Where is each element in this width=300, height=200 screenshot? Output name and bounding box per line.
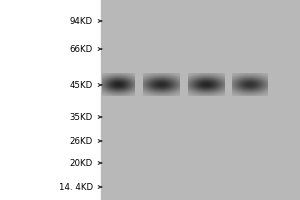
Text: 26KD: 26KD: [70, 136, 93, 146]
Text: 45KD: 45KD: [70, 81, 93, 90]
Text: 94KD: 94KD: [70, 17, 93, 25]
Text: 20KD: 20KD: [70, 158, 93, 168]
Text: 14. 4KD: 14. 4KD: [59, 182, 93, 192]
Text: 35KD: 35KD: [70, 112, 93, 121]
Text: 66KD: 66KD: [70, 45, 93, 53]
Bar: [100, 0, 300, 200]
